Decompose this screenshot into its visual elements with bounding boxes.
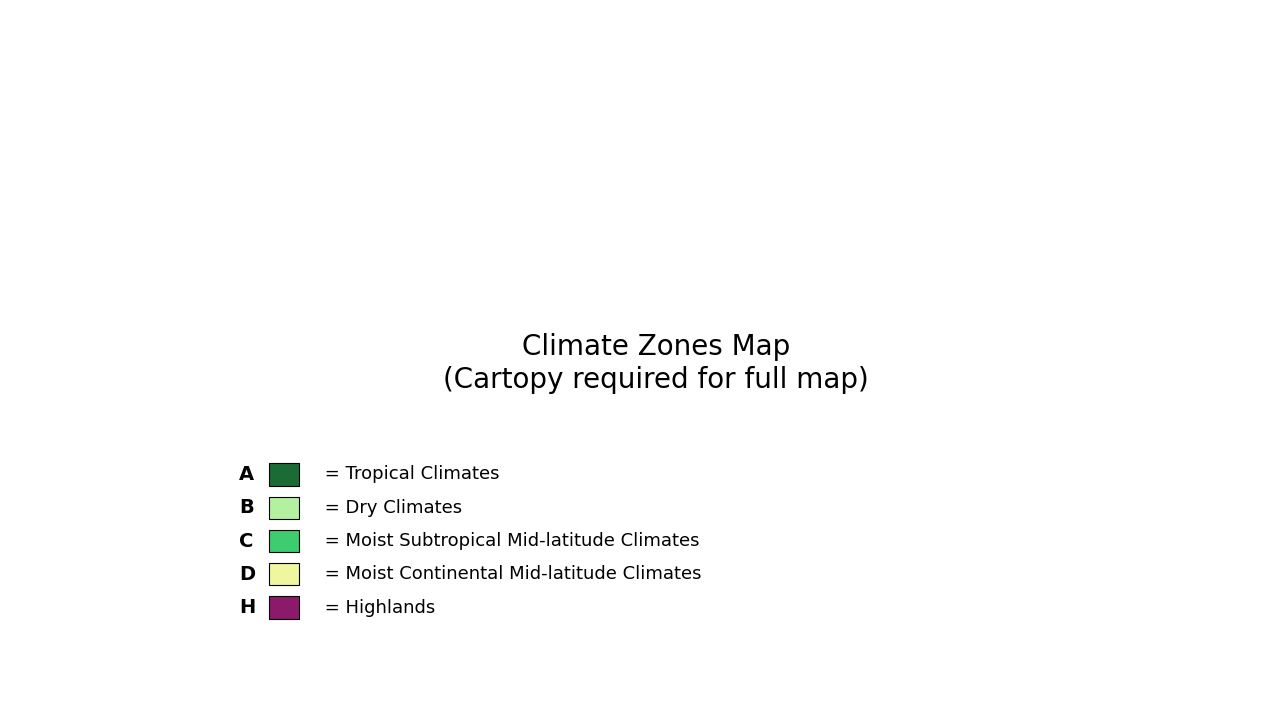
Text: B: B	[239, 498, 255, 517]
Text: = Highlands: = Highlands	[319, 598, 435, 616]
Text: = Dry Climates: = Dry Climates	[319, 499, 462, 517]
Text: C: C	[239, 531, 253, 551]
Text: A: A	[239, 465, 255, 484]
Text: D: D	[239, 564, 256, 584]
FancyBboxPatch shape	[269, 530, 300, 552]
FancyBboxPatch shape	[269, 464, 300, 485]
Text: = Tropical Climates: = Tropical Climates	[319, 465, 499, 484]
Text: = Moist Continental Mid-latitude Climates: = Moist Continental Mid-latitude Climate…	[319, 565, 701, 583]
Text: H: H	[239, 598, 256, 617]
FancyBboxPatch shape	[269, 563, 300, 585]
Text: Climate Zones Map
(Cartopy required for full map): Climate Zones Map (Cartopy required for …	[443, 333, 869, 394]
FancyBboxPatch shape	[269, 497, 300, 519]
FancyBboxPatch shape	[269, 596, 300, 618]
Text: = Moist Subtropical Mid-latitude Climates: = Moist Subtropical Mid-latitude Climate…	[319, 532, 699, 550]
